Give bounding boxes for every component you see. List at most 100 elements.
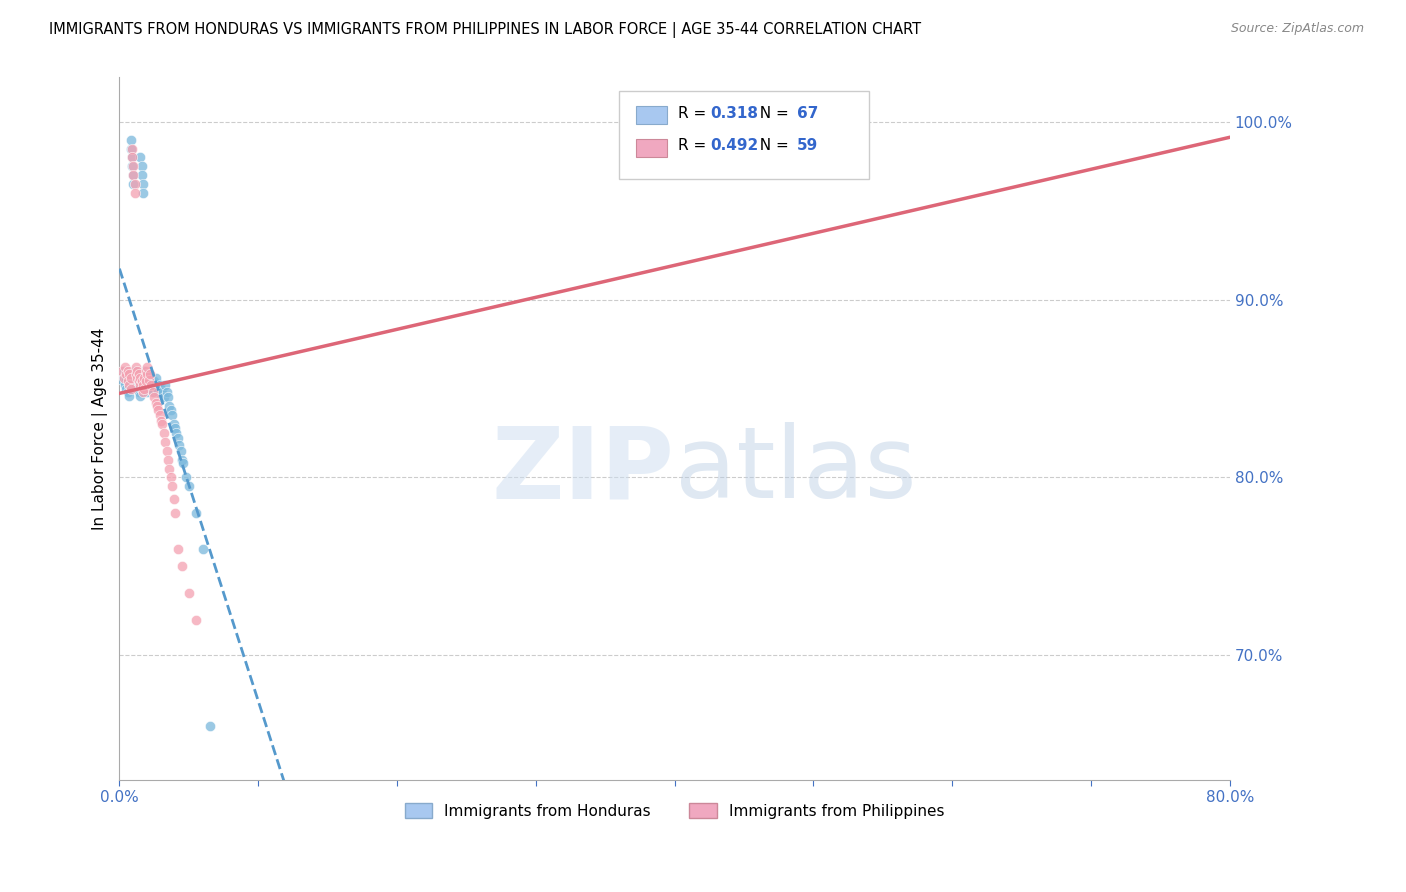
Point — [139, 368, 162, 382]
Point — [139, 378, 162, 392]
Point — [114, 360, 136, 375]
Point — [165, 425, 187, 440]
Point — [124, 373, 146, 387]
Point — [128, 385, 150, 400]
Point — [135, 378, 157, 392]
Point — [132, 177, 155, 191]
Point — [664, 115, 686, 129]
Point — [153, 391, 176, 405]
Point — [152, 385, 174, 400]
Point — [198, 719, 221, 733]
Point — [132, 186, 155, 200]
Point — [129, 150, 152, 164]
Point — [157, 399, 180, 413]
Point — [129, 371, 152, 385]
Point — [145, 371, 167, 385]
Point — [148, 402, 170, 417]
Point — [177, 479, 200, 493]
Point — [128, 375, 150, 389]
Point — [149, 408, 172, 422]
Point — [117, 375, 139, 389]
Point — [125, 378, 148, 392]
Point — [120, 133, 142, 147]
Point — [122, 168, 145, 182]
Point — [111, 373, 134, 387]
Point — [117, 385, 139, 400]
Point — [135, 368, 157, 382]
Point — [145, 396, 167, 410]
Point — [162, 417, 184, 431]
Point — [122, 168, 145, 182]
Point — [127, 364, 149, 378]
FancyBboxPatch shape — [636, 106, 666, 125]
Point — [118, 368, 141, 382]
Point — [134, 364, 156, 378]
Point — [156, 391, 179, 405]
Point — [172, 456, 194, 470]
Point — [122, 159, 145, 173]
Point — [170, 559, 193, 574]
Point — [112, 364, 135, 378]
Point — [167, 438, 190, 452]
Point — [121, 150, 143, 164]
Point — [152, 417, 174, 431]
Text: N =: N = — [749, 106, 794, 120]
Point — [184, 506, 207, 520]
Point — [128, 368, 150, 382]
Point — [162, 491, 184, 506]
Point — [120, 382, 142, 396]
Legend: Immigrants from Honduras, Immigrants from Philippines: Immigrants from Honduras, Immigrants fro… — [398, 797, 950, 824]
Point — [120, 142, 142, 156]
Text: R =: R = — [678, 138, 711, 153]
Point — [142, 385, 165, 400]
Point — [146, 382, 169, 396]
Point — [143, 391, 166, 405]
Text: 0.492: 0.492 — [710, 138, 758, 153]
Point — [160, 479, 183, 493]
Text: R =: R = — [678, 106, 711, 120]
Point — [156, 385, 179, 400]
Text: N =: N = — [749, 138, 794, 153]
Point — [121, 159, 143, 173]
Point — [136, 385, 159, 400]
Point — [118, 378, 141, 392]
Point — [136, 368, 159, 382]
Point — [131, 159, 153, 173]
Point — [169, 443, 191, 458]
Text: 67: 67 — [797, 106, 818, 120]
Point — [142, 385, 165, 400]
Point — [136, 360, 159, 375]
Text: 0.318: 0.318 — [710, 106, 758, 120]
Point — [153, 425, 176, 440]
Point — [121, 150, 143, 164]
Point — [141, 378, 163, 392]
Point — [127, 382, 149, 396]
Point — [150, 413, 173, 427]
Point — [127, 371, 149, 385]
Point — [163, 506, 186, 520]
FancyBboxPatch shape — [636, 138, 666, 157]
Point — [134, 382, 156, 396]
Point — [124, 177, 146, 191]
Point — [166, 431, 188, 445]
Point — [134, 371, 156, 385]
Point — [156, 452, 179, 467]
Point — [122, 177, 145, 191]
Point — [159, 402, 181, 417]
Point — [115, 368, 138, 382]
Point — [124, 186, 146, 200]
Point — [125, 360, 148, 375]
Y-axis label: In Labor Force | Age 35-44: In Labor Force | Age 35-44 — [93, 327, 108, 530]
Point — [112, 371, 135, 385]
Point — [120, 371, 142, 385]
Point — [127, 371, 149, 385]
Point — [159, 470, 181, 484]
Point — [131, 375, 153, 389]
Point — [114, 378, 136, 392]
Point — [132, 378, 155, 392]
Point — [148, 385, 170, 400]
Point — [136, 375, 159, 389]
Point — [131, 382, 153, 396]
Point — [155, 378, 177, 392]
Point — [155, 434, 177, 449]
